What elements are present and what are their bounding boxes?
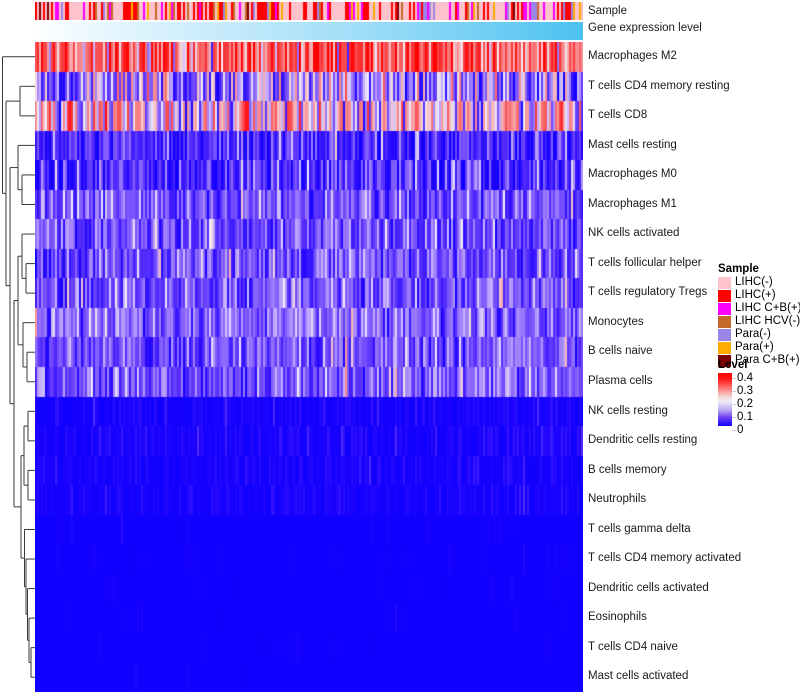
row-label: T cells regulatory Tregs xyxy=(588,286,708,299)
row-label: Eosinophils xyxy=(588,611,647,624)
row-label: Neutrophils xyxy=(588,493,647,506)
row-label: Dendritic cells activated xyxy=(588,581,709,594)
colorbar-tick xyxy=(732,391,736,392)
colorbar-tick-label: 0.4 xyxy=(737,372,753,384)
row-label: T cells CD4 memory activated xyxy=(588,552,742,565)
sample-legend-label: Para C+B(+) xyxy=(735,354,800,366)
colorbar-tick xyxy=(732,417,736,418)
row-label: B cells memory xyxy=(588,463,667,476)
row-label: Mast cells activated xyxy=(588,670,689,683)
row-dendrogram xyxy=(0,42,35,692)
sample-legend-item: LIHC(+) xyxy=(718,289,800,302)
colorbar-tick xyxy=(732,430,736,431)
row-label: T cells follicular helper xyxy=(588,256,702,269)
level-legend-title: Level xyxy=(718,359,748,371)
sample-legend-label: LIHC C+B(+) xyxy=(735,302,800,314)
annotation-label-gene-expression: Gene expression level xyxy=(588,22,702,34)
level-colorbar-wrap: 0.4 0.3 0.2 0.1 0 xyxy=(718,372,798,436)
row-label: Plasma cells xyxy=(588,375,653,387)
colorbar-tick-label: 0 xyxy=(737,424,744,436)
row-label: NK cells activated xyxy=(588,227,680,240)
sample-legend: Sample LIHC(-) LIHC(+) LIHC C+B(+) LIHC HCV… xyxy=(718,262,800,367)
row-label-column: Macrophages M2 T cells CD4 memory resting… xyxy=(588,42,798,692)
row-label: Monocytes xyxy=(588,315,644,328)
level-legend: Level 0.4 0.3 0.2 0.1 0 xyxy=(718,358,800,436)
colorbar-tick xyxy=(732,378,736,379)
sample-legend-swatch xyxy=(718,341,731,354)
row-label: T cells CD4 naive xyxy=(588,640,678,653)
sample-legend-item: Para C+B(+) xyxy=(718,354,800,367)
row-label: T cells CD8 xyxy=(588,109,648,122)
sample-legend-swatch xyxy=(718,328,731,341)
row-label: T cells CD4 memory resting xyxy=(588,79,730,92)
row-label: Macrophages M1 xyxy=(588,197,677,210)
sample-legend-swatch xyxy=(718,289,731,302)
sample-legend-item: Para(-) xyxy=(718,328,800,341)
gene-expression-annotation-bar xyxy=(35,22,583,40)
sample-legend-item: LIHC(-) xyxy=(718,276,800,289)
row-label: Dendritic cells resting xyxy=(588,434,698,447)
colorbar-tick-label: 0.2 xyxy=(737,398,753,410)
colorbar-tick xyxy=(732,404,736,405)
sample-legend-label: LIHC(+) xyxy=(735,289,776,301)
sample-legend-title: Sample xyxy=(718,263,759,275)
row-label: Macrophages M0 xyxy=(588,168,677,181)
level-colorbar xyxy=(718,373,732,426)
sample-legend-label: Para(+) xyxy=(735,341,774,353)
row-label: Mast cells resting xyxy=(588,138,677,151)
row-label: B cells naive xyxy=(588,345,653,358)
sample-annotation-bar xyxy=(35,2,583,20)
row-label: T cells gamma delta xyxy=(588,522,691,535)
sample-legend-label: LIHC HCV(-) xyxy=(735,315,800,327)
sample-legend-item: LIHC HCV(-) xyxy=(718,315,800,328)
sample-legend-label: LIHC(-) xyxy=(735,276,773,288)
colorbar-tick-label: 0.1 xyxy=(737,411,753,423)
sample-legend-swatch xyxy=(718,302,731,315)
sample-legend-items: LIHC(-) LIHC(+) LIHC C+B(+) LIHC HCV(-) Para… xyxy=(718,276,800,367)
sample-legend-item: LIHC C+B(+) xyxy=(718,302,800,315)
annotation-label-sample: Sample xyxy=(588,5,627,17)
sample-legend-swatch xyxy=(718,315,731,328)
sample-legend-label: Para(-) xyxy=(735,328,771,340)
heatmap-body xyxy=(35,42,583,692)
sample-legend-swatch xyxy=(718,354,731,367)
sample-legend-item: Para(+) xyxy=(718,341,800,354)
sample-legend-swatch xyxy=(718,276,731,289)
row-label: Macrophages M2 xyxy=(588,50,677,62)
row-label: NK cells resting xyxy=(588,404,668,417)
colorbar-tick-label: 0.3 xyxy=(737,385,753,397)
